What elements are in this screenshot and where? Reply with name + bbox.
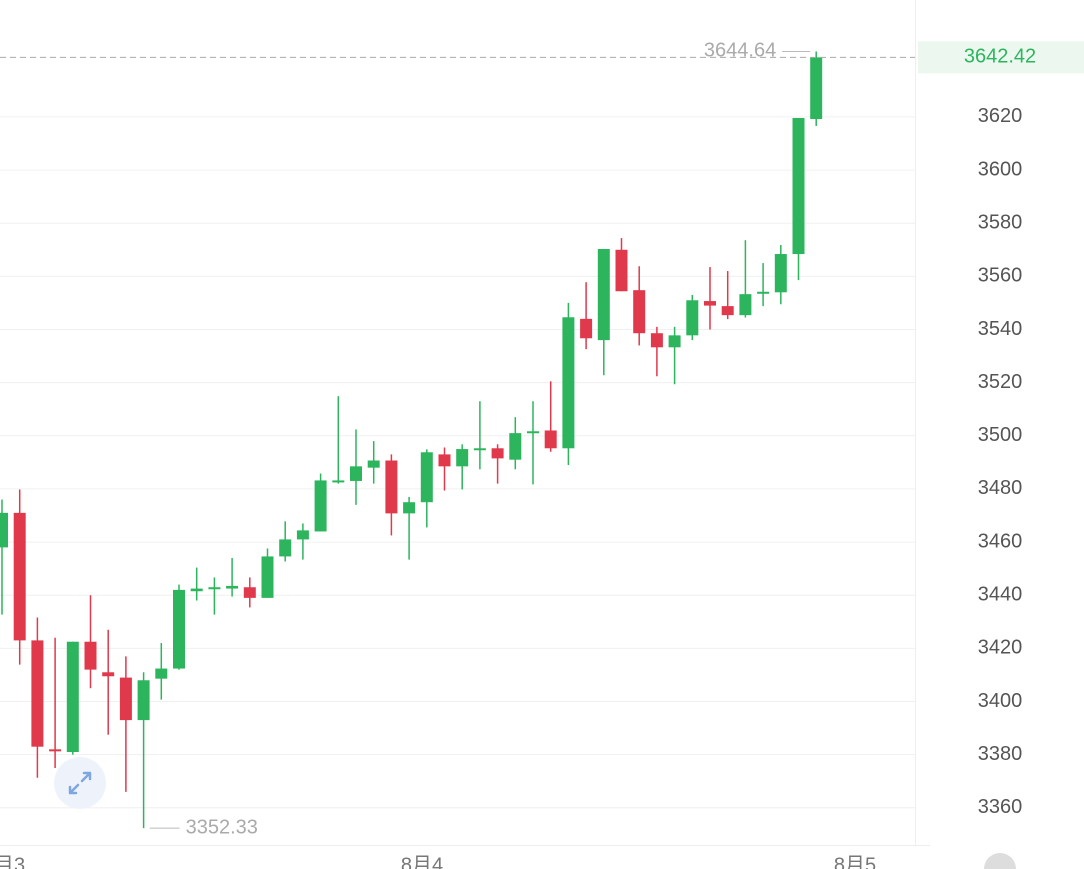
candle-body [279, 539, 292, 557]
candle-body [615, 249, 628, 292]
last-price-box [918, 41, 1084, 74]
candle-body [173, 589, 185, 669]
candle-body [650, 333, 663, 348]
candle-body [456, 449, 469, 467]
candle-body [562, 317, 575, 449]
y-tick-label: 3360 [978, 796, 1023, 818]
y-tick-label: 3420 [978, 637, 1023, 659]
candle-body [597, 248, 610, 341]
y-tick-label: 3600 [978, 158, 1023, 180]
y-tick-label: 3540 [978, 318, 1023, 340]
candle-body [66, 641, 79, 752]
candle-body [633, 290, 646, 334]
candle-body [527, 431, 539, 434]
candle-body [31, 640, 44, 747]
last-price-label: 3642.42 [964, 46, 1036, 68]
candle-body [721, 306, 734, 316]
candle-body [296, 530, 309, 540]
expand-icon[interactable] [68, 771, 92, 795]
candle-body [420, 452, 433, 503]
candle-body [350, 466, 362, 481]
candle-body [403, 502, 416, 514]
x-tick-label: 8月4 [401, 854, 443, 869]
candle-body [243, 587, 256, 598]
y-tick-label: 3380 [978, 743, 1023, 765]
candle-body [190, 588, 203, 592]
axis-panel [915, 0, 1084, 869]
candle-body [473, 448, 486, 451]
candle-body [137, 680, 150, 721]
y-tick-label: 3440 [978, 584, 1023, 606]
candle-body [119, 677, 132, 721]
y-tick-label: 3500 [978, 424, 1023, 446]
expand-button[interactable] [54, 757, 106, 809]
candle-body [668, 335, 681, 348]
candle-body [810, 57, 823, 120]
candle-body [314, 480, 327, 532]
candle-body [49, 749, 62, 752]
y-tick-label: 3560 [978, 265, 1023, 287]
x-tick-label: 8月3 [0, 854, 25, 869]
y-tick-label: 3400 [978, 690, 1023, 712]
candle-body [332, 480, 345, 483]
y-tick-label: 3520 [978, 371, 1023, 393]
y-tick-label: 3580 [978, 211, 1023, 233]
scroll-button[interactable] [984, 853, 1016, 869]
candle-body [102, 672, 115, 677]
candle-body [757, 291, 770, 294]
expand-circle[interactable] [54, 757, 106, 809]
y-tick-label: 3480 [978, 477, 1023, 499]
candle-body [13, 512, 26, 641]
candle-body [84, 641, 97, 670]
candle-body [385, 460, 398, 514]
candle-body [0, 512, 8, 548]
candle-body [155, 668, 168, 679]
min-label: 3352.33 [186, 816, 258, 838]
x-tick-label: 8月5 [834, 854, 876, 869]
candle-body [580, 318, 593, 339]
candle-body [544, 430, 557, 449]
candle-body [792, 117, 805, 255]
candle-body [438, 454, 451, 467]
candle-body [491, 448, 504, 459]
candle-body [509, 433, 522, 460]
y-tick-label: 3460 [978, 530, 1023, 552]
candle-body [261, 556, 274, 598]
candle-body [686, 300, 699, 336]
candle-body [367, 460, 380, 468]
candle-body [739, 294, 752, 316]
y-tick-label: 3620 [978, 105, 1023, 127]
max-label: 3644.64 [704, 40, 776, 62]
candle-body [226, 585, 239, 589]
candle-body [704, 301, 716, 306]
grid [0, 116, 930, 809]
candle-body [774, 254, 787, 293]
candle-body [208, 587, 221, 590]
